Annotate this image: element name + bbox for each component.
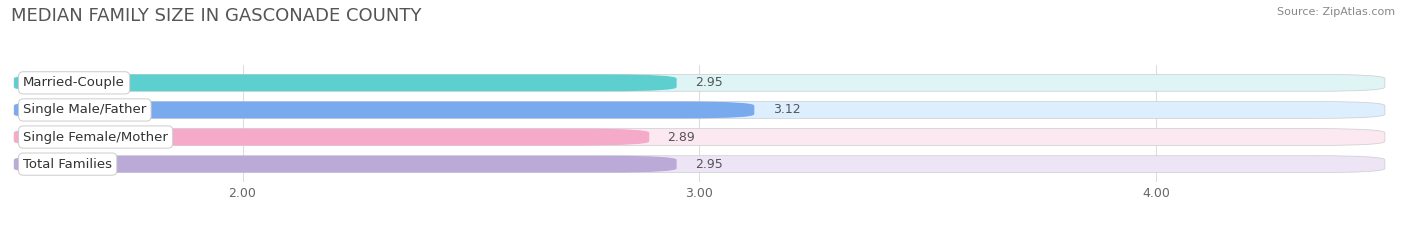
- FancyBboxPatch shape: [14, 75, 676, 91]
- FancyBboxPatch shape: [14, 156, 676, 172]
- Text: Source: ZipAtlas.com: Source: ZipAtlas.com: [1277, 7, 1395, 17]
- Text: Total Families: Total Families: [22, 158, 112, 171]
- Text: Married-Couple: Married-Couple: [22, 76, 125, 89]
- Text: Single Female/Mother: Single Female/Mother: [22, 130, 169, 144]
- Text: Single Male/Father: Single Male/Father: [22, 103, 146, 116]
- FancyBboxPatch shape: [14, 102, 1385, 118]
- Text: 2.95: 2.95: [695, 76, 723, 89]
- Text: MEDIAN FAMILY SIZE IN GASCONADE COUNTY: MEDIAN FAMILY SIZE IN GASCONADE COUNTY: [11, 7, 422, 25]
- Text: 3.12: 3.12: [773, 103, 800, 116]
- FancyBboxPatch shape: [14, 156, 1385, 172]
- Text: 2.95: 2.95: [695, 158, 723, 171]
- FancyBboxPatch shape: [14, 75, 1385, 91]
- FancyBboxPatch shape: [14, 129, 650, 145]
- Text: 2.89: 2.89: [668, 130, 695, 144]
- FancyBboxPatch shape: [14, 129, 1385, 145]
- FancyBboxPatch shape: [14, 102, 755, 118]
